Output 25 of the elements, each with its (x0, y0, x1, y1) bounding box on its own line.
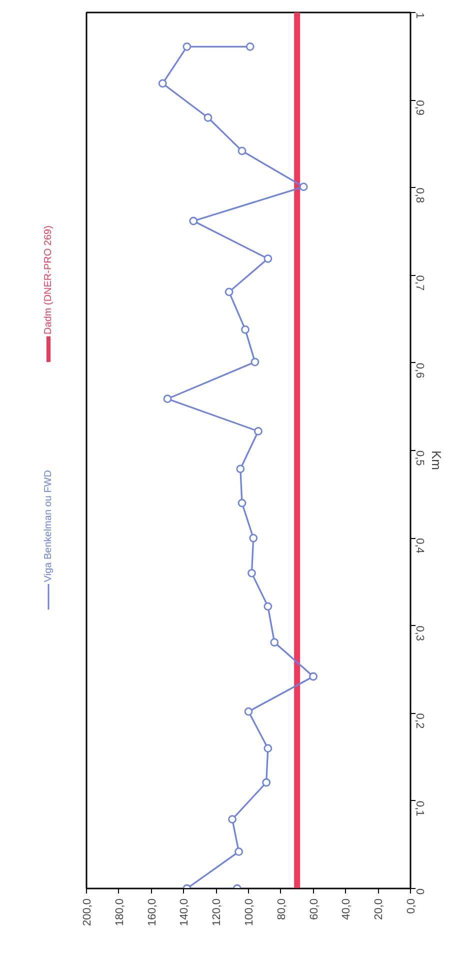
x-tick-label: 200,0 (82, 898, 94, 926)
y-tick-label: 0,6 (414, 362, 426, 378)
x-tick-label: 20,0 (373, 898, 386, 920)
y-tick-label: 0,2 (414, 713, 426, 729)
y-tick-label: 0,5 (414, 450, 426, 466)
y-tick-label: 0 (414, 888, 426, 895)
x-tick-label: 0,0 (406, 898, 418, 914)
y-tick-label: 0,9 (414, 100, 426, 116)
y-tick-label: 0,8 (414, 188, 426, 203)
x-tick-label: 180,0 (114, 898, 126, 926)
y-tick-label: 1 (414, 12, 426, 19)
y-tick-label: 0,7 (414, 275, 426, 291)
text: Viga Benkelman ou FWD (43, 470, 54, 582)
x-tick-label: 140,0 (178, 898, 191, 926)
x-tick-label: 60,0 (308, 898, 320, 920)
text: Dadm (DNER-PRO 269) (43, 226, 54, 334)
x-tick-label: 100,0 (244, 898, 256, 926)
y-tick-label: 0,3 (414, 626, 426, 641)
x-tick-label: 40,0 (340, 898, 353, 920)
y-tick-label: 0,4 (414, 538, 426, 554)
y-tick-label: 0,1 (414, 800, 426, 816)
x-tick-label: 120,0 (211, 898, 224, 926)
y-axis-title: Km (429, 450, 444, 470)
x-tick-label: 80,0 (276, 898, 288, 920)
x-tick-label: 160,0 (146, 898, 158, 926)
